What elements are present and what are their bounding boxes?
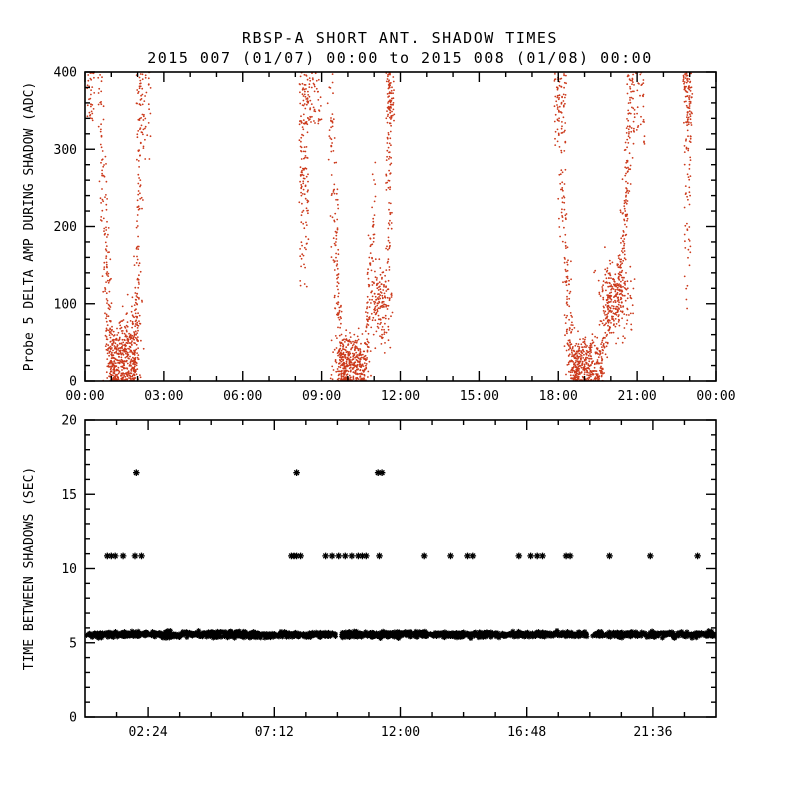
- probe5-delta-amp-xtick-label: 00:00: [65, 389, 104, 404]
- probe5-delta-amp-xtick-label: 09:00: [302, 389, 341, 404]
- time-between-shadows-ytick-label: 10: [61, 562, 77, 577]
- chart-subtitle: 2015 007 (01/07) 00:00 to 2015 008 (01/0…: [147, 49, 653, 67]
- probe5-delta-amp-xtick-label: 12:00: [381, 389, 420, 404]
- time-between-shadows-xtick-label: 07:12: [255, 725, 294, 740]
- probe5-delta-amp-ytick-label: 100: [54, 297, 77, 312]
- time-between-shadows-ylabel: TIME BETWEEN SHADOWS (SEC): [22, 467, 37, 671]
- chart-title: RBSP-A SHORT ANT. SHADOW TIMES: [242, 29, 558, 47]
- probe5-delta-amp-xtick-label: 00:00: [696, 389, 735, 404]
- probe5-delta-amp-ytick-label: 400: [54, 66, 77, 81]
- probe5-delta-amp-xtick-label: 21:00: [618, 389, 657, 404]
- probe5-delta-amp-points: [86, 72, 694, 381]
- time-between-shadows-ytick-label: 20: [61, 414, 77, 429]
- time-between-shadows-ytick-label: 5: [69, 636, 77, 651]
- time-between-shadows-ytick-label: 0: [69, 711, 77, 726]
- probe5-delta-amp-axis-frame: [84, 71, 717, 382]
- time-between-shadows-points: [85, 468, 716, 642]
- time-between-shadows-ytick-label: 15: [61, 488, 77, 503]
- probe5-delta-amp-ytick-label: 0: [69, 375, 77, 390]
- probe5-delta-amp-ylabel: Probe 5 DELTA AMP DURING SHADOW (ADC): [22, 82, 37, 372]
- probe5-delta-amp-ytick-label: 300: [54, 143, 77, 158]
- time-between-shadows-xtick-label: 02:24: [129, 725, 168, 740]
- time-between-shadows-xtick-label: 12:00: [381, 725, 420, 740]
- probe5-delta-amp-panel: 00:00 03:00 06:00 09:00 12:00 15:00 18:00 21:00…: [22, 66, 736, 405]
- probe5-delta-amp-xtick-label: 15:00: [460, 389, 499, 404]
- time-between-shadows-xtick-label: 16:48: [507, 725, 546, 740]
- time-between-shadows-panel: 02:24 07:12 12:00 16:48 21:36 0 5 10 15 20 TIME BE…: [22, 414, 717, 740]
- probe5-delta-amp-ytick-label: 200: [54, 220, 77, 235]
- time-between-shadows-axis-frame: [84, 419, 717, 718]
- probe5-delta-amp-xtick-label: 03:00: [144, 389, 183, 404]
- probe5-delta-amp-xtick-label: 06:00: [223, 389, 262, 404]
- time-between-shadows-xtick-label: 21:36: [633, 725, 672, 740]
- probe5-delta-amp-xtick-label: 18:00: [539, 389, 578, 404]
